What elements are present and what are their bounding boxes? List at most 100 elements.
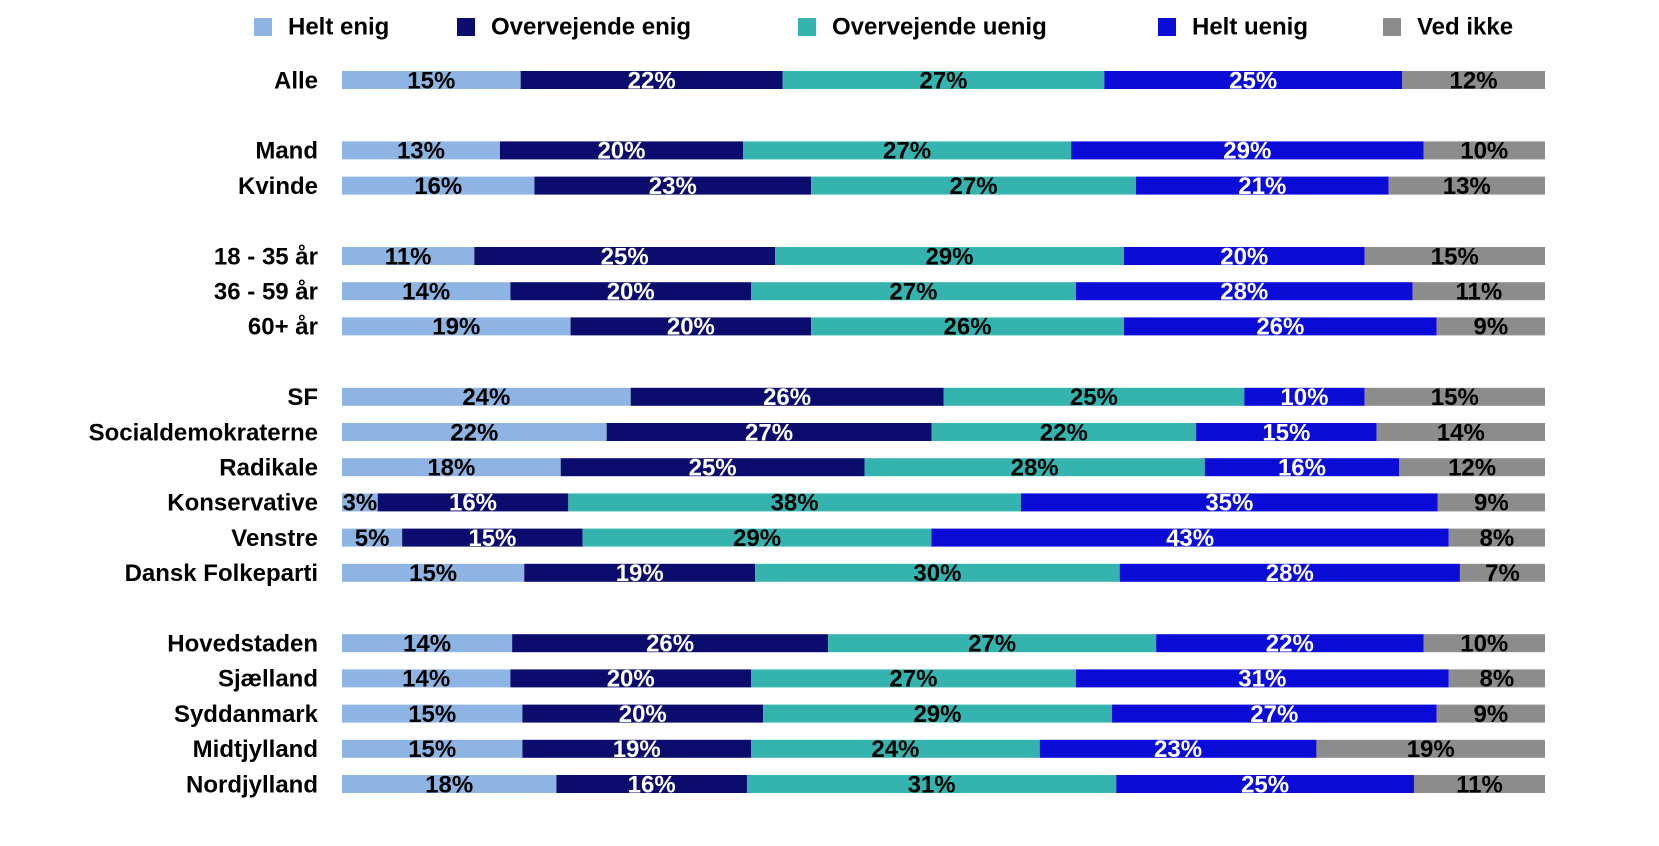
data-label: 26% <box>646 631 694 658</box>
bar-segment <box>1104 71 1403 89</box>
data-label: 30% <box>913 560 961 587</box>
y-tick-label: Hovedstaden <box>167 631 318 658</box>
y-tick-label: Dansk Folkeparti <box>125 560 318 587</box>
legend-swatch <box>457 18 475 36</box>
data-label: 23% <box>1154 736 1202 763</box>
data-label: 9% <box>1474 701 1509 728</box>
bar-segment <box>864 458 1205 477</box>
bar-segment <box>1459 563 1545 582</box>
data-label: 43% <box>1166 525 1214 552</box>
bar-segment <box>342 739 523 758</box>
y-tick-label: Radikale <box>219 455 318 482</box>
data-label: 27% <box>889 279 937 306</box>
bar-segment <box>943 387 1245 406</box>
data-label: 18% <box>425 771 473 798</box>
data-label: 27% <box>1250 701 1298 728</box>
bar-segment <box>811 176 1136 195</box>
data-label: 29% <box>913 701 961 728</box>
data-label: 19% <box>432 314 480 341</box>
data-label: 7% <box>1485 560 1520 587</box>
data-label: 14% <box>402 666 450 693</box>
data-label: 38% <box>771 490 819 517</box>
bar-segment <box>1437 493 1545 512</box>
bar-segment <box>342 563 525 582</box>
bar-segment <box>1111 704 1437 723</box>
data-label: 22% <box>1040 419 1088 446</box>
bar-segment <box>751 669 1076 688</box>
data-label: 27% <box>745 419 793 446</box>
bar-segment <box>743 141 1072 160</box>
legend-swatch <box>1158 18 1176 36</box>
bar-segment <box>342 423 607 441</box>
data-label: 12% <box>1450 67 1498 94</box>
data-label: 27% <box>889 666 937 693</box>
data-label: 15% <box>408 736 456 763</box>
bar-segment <box>1039 739 1317 758</box>
bar-segment <box>510 282 752 301</box>
bar-segment <box>630 387 944 406</box>
y-tick-label: Alle <box>274 67 318 94</box>
bar-segment <box>931 423 1197 441</box>
data-label: 16% <box>1278 455 1326 482</box>
data-label: 20% <box>607 666 655 693</box>
bar-segment <box>1402 71 1545 89</box>
data-label: 27% <box>968 631 1016 658</box>
bar-segment <box>1399 458 1545 477</box>
data-label: 22% <box>1266 631 1314 658</box>
bar-segment <box>342 634 513 653</box>
data-label: 18% <box>427 455 475 482</box>
bar-segment <box>606 423 932 441</box>
bar-segment <box>342 71 521 89</box>
y-tick-label: Sjælland <box>218 666 318 693</box>
bar-segment <box>522 704 764 723</box>
data-label: 24% <box>871 736 919 763</box>
data-label: 10% <box>1460 631 1508 658</box>
bar-segment <box>512 634 829 653</box>
data-label: 15% <box>409 560 457 587</box>
data-label: 22% <box>450 419 498 446</box>
bar-segment <box>402 528 583 547</box>
bar-segment <box>1204 458 1400 477</box>
bar-segment <box>1423 634 1545 653</box>
legend-label: Helt uenig <box>1192 13 1308 40</box>
data-label: 14% <box>402 279 450 306</box>
y-tick-label: Venstre <box>231 525 318 552</box>
data-label: 31% <box>908 771 956 798</box>
y-tick-label: 60+ år <box>248 314 318 341</box>
data-label: 25% <box>1070 384 1118 411</box>
bar-segment <box>751 739 1040 758</box>
y-tick-label: 18 - 35 år <box>214 243 318 270</box>
bar-segment <box>342 176 535 195</box>
bar-segment <box>534 176 812 195</box>
data-label: 9% <box>1474 490 1509 517</box>
bar-segment <box>342 282 511 301</box>
data-label: 16% <box>414 173 462 200</box>
bar-segment <box>1448 528 1545 547</box>
bar-segment <box>811 317 1124 336</box>
bar-segment <box>342 247 475 265</box>
data-label: 22% <box>628 67 676 94</box>
data-label: 13% <box>1443 173 1491 200</box>
y-tick-label: Konservative <box>167 490 318 517</box>
data-label: 26% <box>1256 314 1304 341</box>
data-label: 24% <box>462 384 510 411</box>
bar-segment <box>342 669 511 688</box>
bar-segment <box>556 775 747 793</box>
data-label: 25% <box>1229 67 1277 94</box>
legend-label: Overvejende uenig <box>832 13 1047 40</box>
data-label: 15% <box>468 525 516 552</box>
legend-label: Ved ikke <box>1417 13 1513 40</box>
data-label: 15% <box>1431 384 1479 411</box>
y-tick-label: Nordjylland <box>186 771 318 798</box>
data-label: 29% <box>733 525 781 552</box>
bar-segment <box>1244 387 1365 406</box>
data-label: 29% <box>1223 138 1271 165</box>
y-tick-label: 36 - 59 år <box>214 279 318 306</box>
bar-segment <box>1156 634 1424 653</box>
bar-segment <box>1075 282 1413 301</box>
bar-segment <box>342 387 631 406</box>
data-label: 19% <box>616 560 664 587</box>
data-label: 10% <box>1460 138 1508 165</box>
data-label: 16% <box>628 771 676 798</box>
